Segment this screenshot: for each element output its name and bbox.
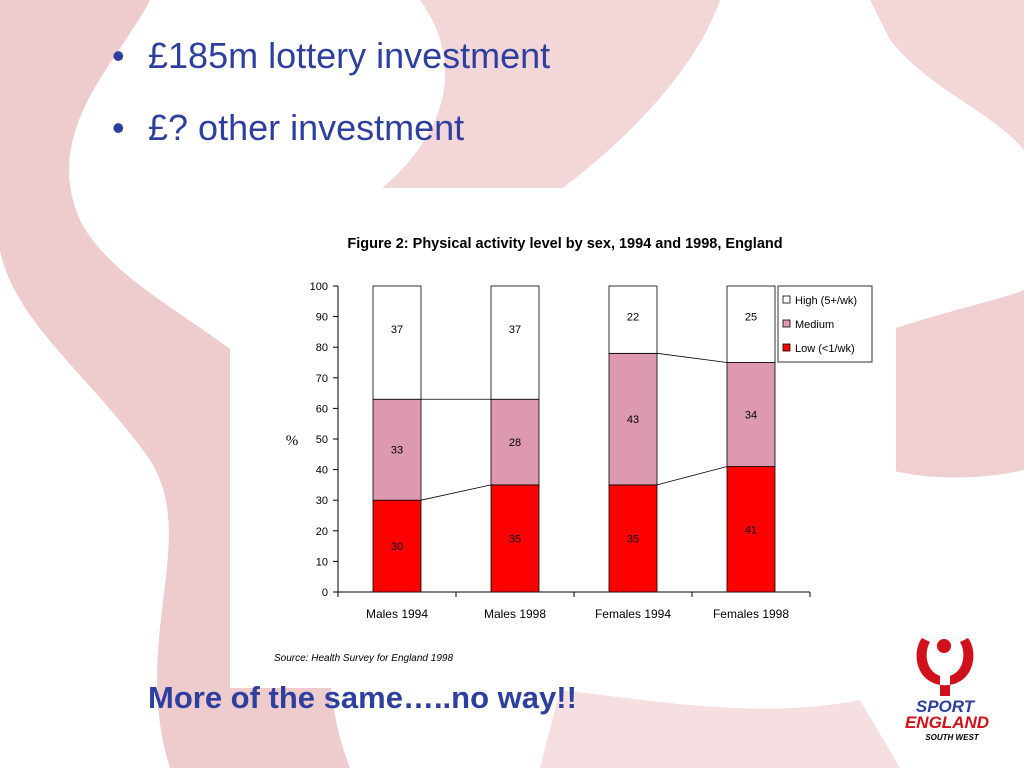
y-tick-label: 30 <box>316 495 328 507</box>
series-connector-line <box>656 352 728 363</box>
x-tick-label: Females 1998 <box>713 607 789 621</box>
data-label: 30 <box>391 541 403 553</box>
logo-head <box>937 639 951 653</box>
tagline: More of the same…..no way!! <box>148 680 577 715</box>
data-label: 35 <box>509 533 521 545</box>
y-tick-label: 80 <box>316 342 328 354</box>
logo-south-west: SOUTH WEST <box>925 733 979 742</box>
data-label: 41 <box>745 524 757 536</box>
chart-title: Figure 2: Physical activity level by sex… <box>347 236 782 252</box>
x-tick-label: Males 1998 <box>484 607 546 621</box>
y-tick-label: 100 <box>310 281 328 293</box>
legend-label: High (5+/wk) <box>795 295 857 307</box>
series-connector-line <box>656 466 728 486</box>
y-tick-label: 90 <box>316 312 328 324</box>
ribbon-right <box>870 0 1024 150</box>
x-tick-label: Males 1994 <box>366 607 428 621</box>
y-tick-label: 20 <box>316 526 328 538</box>
logo-sport: SPORT <box>916 697 976 716</box>
data-label: 28 <box>509 437 521 449</box>
ribbon-top <box>380 0 720 190</box>
y-tick-label: 10 <box>316 556 328 568</box>
bar-segment <box>726 466 776 593</box>
bullet-item: • £185m lottery investment <box>112 30 550 102</box>
legend-label: Medium <box>795 319 834 331</box>
legend-label: Low (<1/wk) <box>795 343 855 355</box>
logo-england: ENGLAND <box>905 713 989 732</box>
data-label: 35 <box>627 533 639 545</box>
stacked-bar-chart: Figure 2: Physical activity level by sex… <box>274 236 873 664</box>
bullet-dot: • <box>112 107 125 148</box>
y-tick-label: 0 <box>322 587 328 599</box>
bar-segment <box>608 352 658 486</box>
chart-legend: High (5+/wk) Medium Low (<1/wk) <box>777 285 873 363</box>
bar-segment <box>726 362 776 467</box>
bullet-text: £? other investment <box>148 107 465 148</box>
bar-segment <box>372 398 422 501</box>
bar-segment <box>608 484 658 593</box>
y-tick-label: 70 <box>316 373 328 385</box>
data-label: 43 <box>627 414 639 426</box>
legend-swatch <box>782 343 791 352</box>
data-label: 33 <box>391 445 403 457</box>
bar-segment <box>490 398 540 486</box>
bullet-item: • £? other investment <box>112 102 550 174</box>
sport-england-logo: SPORT ENGLAND SOUTH WEST <box>905 638 989 742</box>
bullet-text: £185m lottery investment <box>148 35 551 76</box>
y-tick-label: 60 <box>316 403 328 415</box>
legend-swatch <box>782 319 791 328</box>
bar-segment <box>608 285 658 354</box>
plot-area: 0 10 20 30 40 50 60 70 80 90 100 30 35 35 41 33 28 43 34 37… <box>310 281 811 621</box>
x-tick-label: Females 1994 <box>595 607 671 621</box>
y-axis-label: % <box>286 433 299 449</box>
chart-panel <box>230 188 896 688</box>
data-label: 25 <box>745 312 757 324</box>
ribbon-bottom <box>540 690 900 768</box>
data-label: 34 <box>745 410 757 422</box>
y-tick-label: 50 <box>316 434 328 446</box>
series-connector-line <box>420 484 492 501</box>
bullet-list: • £185m lottery investment • £? other inve… <box>112 30 550 174</box>
bar-segment <box>726 285 776 363</box>
bullet-dot: • <box>112 35 125 76</box>
bar-segment <box>490 285 540 400</box>
data-label: 22 <box>627 312 639 324</box>
bar-segment <box>490 484 540 593</box>
logo-figure <box>916 638 974 696</box>
ribbon-right-mid <box>890 290 1024 478</box>
bar-segment <box>372 499 422 593</box>
y-tick-label: 40 <box>316 465 328 477</box>
bar-segment <box>372 285 422 400</box>
data-label: 37 <box>391 324 403 336</box>
data-label: 37 <box>509 324 521 336</box>
chart-source: Source: Health Survey for England 1998 <box>274 653 453 664</box>
legend-box <box>777 285 873 363</box>
legend-swatch <box>782 295 791 304</box>
